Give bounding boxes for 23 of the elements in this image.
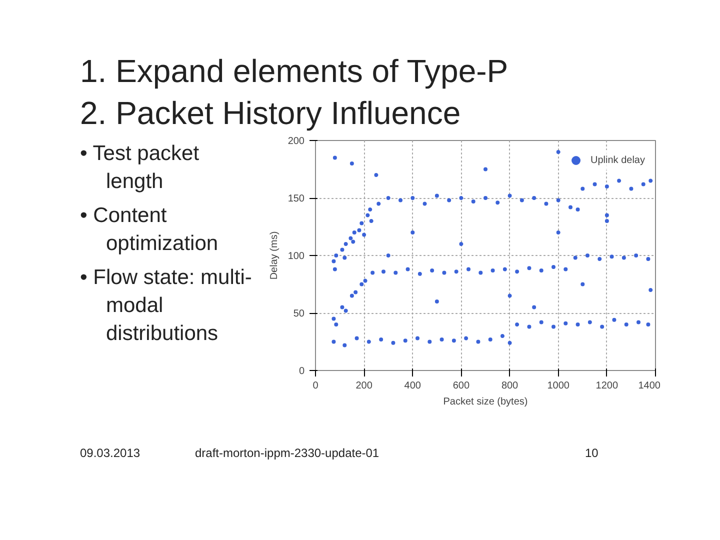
- legend-label: Uplink delay: [590, 154, 645, 166]
- chart-title: 1. Expand elements of Type-P 2. Packet History Influence: [80, 52, 508, 133]
- x-tick-label: 1200: [596, 380, 618, 392]
- x-tick-label: 0: [312, 380, 319, 392]
- x-tick-label: 1000: [547, 380, 570, 392]
- x-tick-label: 800: [501, 380, 519, 392]
- x-tick-label: 1400: [638, 380, 661, 392]
- text: draft-morton-ippm-2330-update-01: [195, 445, 380, 462]
- y-tick-label: 100: [288, 251, 305, 262]
- text: • Flow state: multi-modal distributions: [80, 265, 253, 347]
- y-tick-label: 0: [298, 366, 305, 377]
- y-tick-label: 50: [293, 308, 305, 320]
- y-tick-label: 200: [288, 136, 305, 147]
- text: • Content optimization: [80, 203, 220, 257]
- x-tick-label: 600: [452, 380, 470, 392]
- y-tick-label: 150: [288, 194, 305, 204]
- x-tick-label: 400: [404, 380, 422, 392]
- x-tick-label: 200: [356, 380, 373, 392]
- x-axis-title: Packet size (bytes): [443, 396, 528, 408]
- y-axis-title: Delay (ms): [268, 231, 280, 280]
- text: • Test packet length: [80, 141, 200, 195]
- text: 09.03.2013: [80, 445, 140, 462]
- text: 10: [585, 445, 598, 462]
